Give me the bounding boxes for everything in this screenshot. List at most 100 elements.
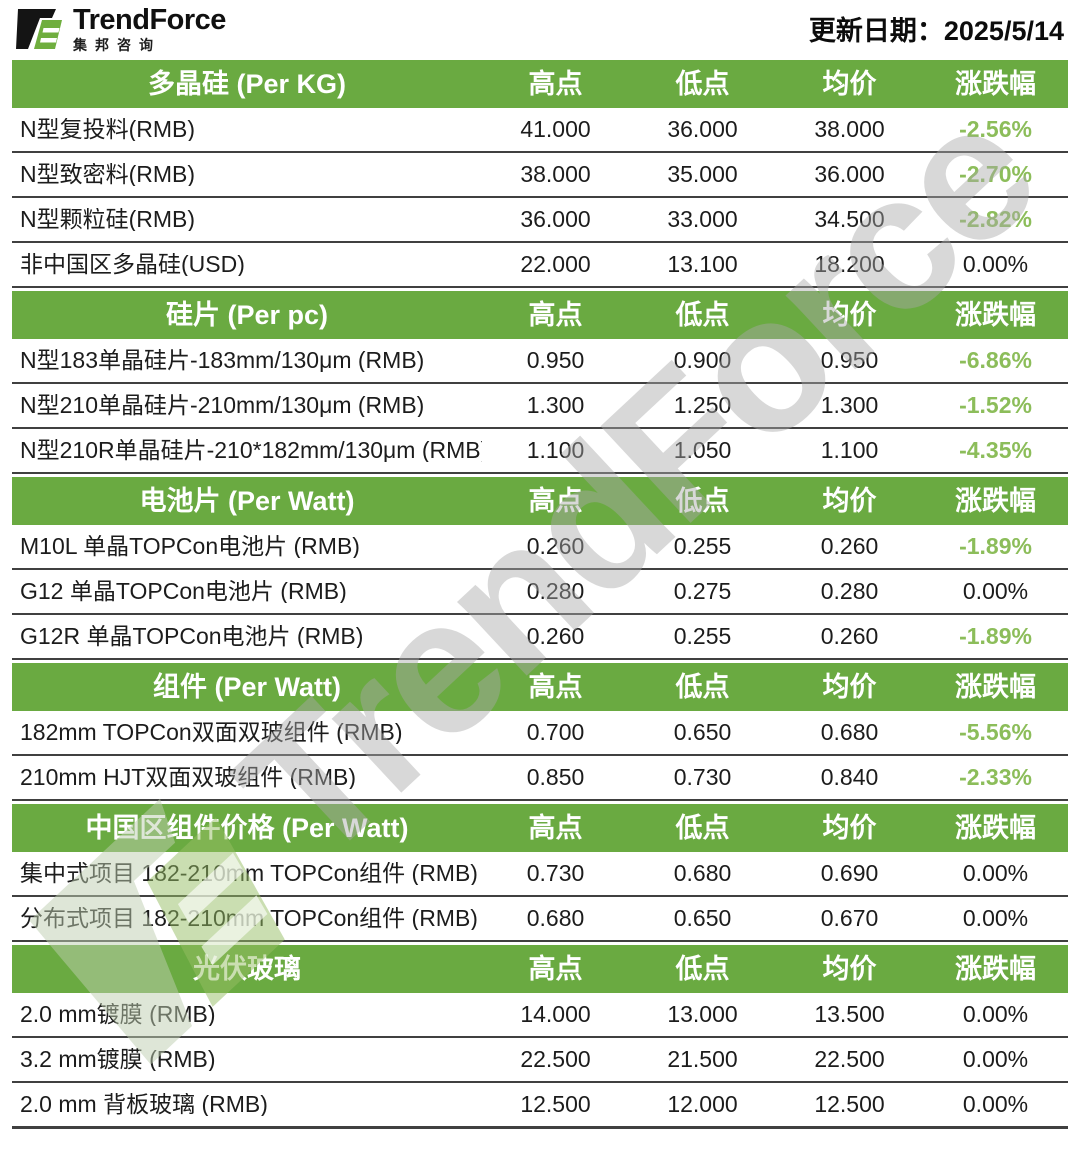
high-price: 12.500 — [520, 1091, 591, 1117]
low-price: 13.000 — [667, 1001, 738, 1027]
column-header-low: 低点 — [675, 812, 730, 843]
column-header-avg: 均价 — [822, 953, 877, 984]
change-percent: -1.89% — [959, 623, 1032, 649]
column-header-low: 低点 — [675, 485, 730, 516]
avg-price: 0.690 — [820, 860, 879, 886]
table-row: N型复投料(RMB) 41.000 36.000 38.000 -2.56% — [12, 108, 1068, 153]
column-header-avg: 均价 — [822, 68, 877, 99]
avg-price: 1.300 — [820, 392, 879, 418]
product-label: 210mm HJT双面双玻组件 (RMB) — [20, 766, 357, 789]
avg-price: 18.200 — [814, 251, 885, 277]
low-price: 0.255 — [673, 533, 732, 559]
low-price: 36.000 — [667, 116, 738, 142]
product-label: M10L 单晶TOPCon电池片 (RMB) — [20, 535, 360, 558]
section-title: 组件 (Per Watt) — [153, 671, 341, 702]
low-price: 0.255 — [673, 623, 732, 649]
table-row: 集中式项目 182-210mm TOPCon组件 (RMB) 0.730 0.6… — [12, 852, 1068, 897]
table-row: N型183单晶硅片-183mm/130μm (RMB) 0.950 0.900 … — [12, 339, 1068, 384]
column-header-change: 涨跌幅 — [955, 953, 1036, 984]
low-price: 1.250 — [673, 392, 732, 418]
top-bar: TrendForce 集邦咨询 更新日期：2025/5/14 — [0, 0, 1080, 57]
price-section: 多晶硅 (Per KG) 高点 低点 均价 涨跌幅 N型复投料(RMB) 41.… — [12, 60, 1068, 288]
high-price: 0.680 — [526, 905, 585, 931]
column-header-high: 高点 — [528, 953, 583, 984]
low-price: 0.650 — [673, 905, 732, 931]
high-price: 22.000 — [520, 251, 591, 277]
update-date: 更新日期：2025/5/14 — [808, 16, 1064, 46]
low-price: 12.000 — [667, 1091, 738, 1117]
high-price: 1.100 — [526, 437, 585, 463]
table-row: 182mm TOPCon双面双玻组件 (RMB) 0.700 0.650 0.6… — [12, 711, 1068, 756]
avg-price: 12.500 — [814, 1091, 885, 1117]
high-price: 0.280 — [526, 578, 585, 604]
avg-price: 0.840 — [820, 764, 879, 790]
product-label: 分布式项目 182-210mm TOPCon组件 (RMB) — [20, 907, 478, 930]
avg-price: 34.500 — [814, 206, 885, 232]
section-header: 多晶硅 (Per KG) 高点 低点 均价 涨跌幅 — [12, 60, 1068, 108]
column-header-avg: 均价 — [822, 299, 877, 330]
column-header-change: 涨跌幅 — [955, 299, 1036, 330]
avg-price: 0.260 — [820, 533, 879, 559]
change-percent: 0.00% — [962, 1001, 1029, 1027]
section-title: 电池片 (Per Watt) — [139, 485, 355, 516]
table-row: N型210R单晶硅片-210*182mm/130μm (RMB) 1.100 1… — [12, 429, 1068, 474]
column-header-change: 涨跌幅 — [955, 671, 1036, 702]
brand-logo: TrendForce 集邦咨询 — [14, 3, 226, 53]
column-header-change: 涨跌幅 — [955, 68, 1036, 99]
low-price: 0.275 — [673, 578, 732, 604]
column-header-low: 低点 — [675, 299, 730, 330]
price-section: 电池片 (Per Watt) 高点 低点 均价 涨跌幅 M10L 单晶TOPCo… — [12, 477, 1068, 660]
high-price: 0.730 — [526, 860, 585, 886]
section-header: 电池片 (Per Watt) 高点 低点 均价 涨跌幅 — [12, 477, 1068, 525]
change-percent: 0.00% — [962, 251, 1029, 277]
high-price: 38.000 — [520, 161, 591, 187]
section-header: 组件 (Per Watt) 高点 低点 均价 涨跌幅 — [12, 663, 1068, 711]
avg-price: 0.670 — [820, 905, 879, 931]
column-header-high: 高点 — [528, 671, 583, 702]
brand-text: TrendForce 集邦咨询 — [73, 3, 226, 53]
change-percent: -5.56% — [959, 719, 1032, 745]
column-header-change: 涨跌幅 — [955, 485, 1036, 516]
brand-subtitle: 集邦咨询 — [73, 36, 161, 53]
low-price: 13.100 — [667, 251, 738, 277]
low-price: 0.680 — [673, 860, 732, 886]
product-label: 2.0 mm镀膜 (RMB) — [20, 1003, 216, 1026]
section-rows: 集中式项目 182-210mm TOPCon组件 (RMB) 0.730 0.6… — [12, 852, 1068, 942]
change-percent: -2.33% — [959, 764, 1032, 790]
high-price: 36.000 — [520, 206, 591, 232]
product-label: N型183单晶硅片-183mm/130μm (RMB) — [20, 349, 425, 372]
avg-price: 0.280 — [820, 578, 879, 604]
table-row: N型颗粒硅(RMB) 36.000 33.000 34.500 -2.82% — [12, 198, 1068, 243]
section-title: 硅片 (Per pc) — [165, 299, 329, 330]
product-label: 集中式项目 182-210mm TOPCon组件 (RMB) — [20, 862, 478, 885]
high-price: 0.850 — [526, 764, 585, 790]
table-row: 210mm HJT双面双玻组件 (RMB) 0.850 0.730 0.840 … — [12, 756, 1068, 801]
change-percent: -4.35% — [959, 437, 1032, 463]
table-row: 2.0 mm镀膜 (RMB) 14.000 13.000 13.500 0.00… — [12, 993, 1068, 1038]
table-row: 3.2 mm镀膜 (RMB) 22.500 21.500 22.500 0.00… — [12, 1038, 1068, 1083]
section-rows: M10L 单晶TOPCon电池片 (RMB) 0.260 0.255 0.260… — [12, 525, 1068, 660]
section-rows: N型复投料(RMB) 41.000 36.000 38.000 -2.56% N… — [12, 108, 1068, 288]
brand-name: TrendForce — [73, 3, 226, 36]
product-label: N型致密料(RMB) — [20, 163, 196, 186]
avg-price: 0.260 — [820, 623, 879, 649]
low-price: 0.730 — [673, 764, 732, 790]
product-label: N型210R单晶硅片-210*182mm/130μm (RMB) — [20, 439, 482, 462]
product-label: 2.0 mm 背板玻璃 (RMB) — [20, 1093, 268, 1116]
table-row: G12 单晶TOPCon电池片 (RMB) 0.280 0.275 0.280 … — [12, 570, 1068, 615]
change-percent: -1.52% — [959, 392, 1032, 418]
section-header: 硅片 (Per pc) 高点 低点 均价 涨跌幅 — [12, 291, 1068, 339]
table-row: 非中国区多晶硅(USD) 22.000 13.100 18.200 0.00% — [12, 243, 1068, 288]
high-price: 22.500 — [520, 1046, 591, 1072]
change-percent: -1.89% — [959, 533, 1032, 559]
section-title: 中国区组件价格 (Per Watt) — [85, 812, 409, 843]
price-table: 多晶硅 (Per KG) 高点 低点 均价 涨跌幅 N型复投料(RMB) 41.… — [0, 60, 1080, 1129]
price-section: 硅片 (Per pc) 高点 低点 均价 涨跌幅 N型183单晶硅片-183mm… — [12, 291, 1068, 474]
column-header-high: 高点 — [528, 299, 583, 330]
change-percent: -2.82% — [959, 206, 1032, 232]
table-row: N型致密料(RMB) 38.000 35.000 36.000 -2.70% — [12, 153, 1068, 198]
section-header: 光伏玻璃 高点 低点 均价 涨跌幅 — [12, 945, 1068, 993]
column-header-high: 高点 — [528, 812, 583, 843]
change-percent: -6.86% — [959, 347, 1032, 373]
